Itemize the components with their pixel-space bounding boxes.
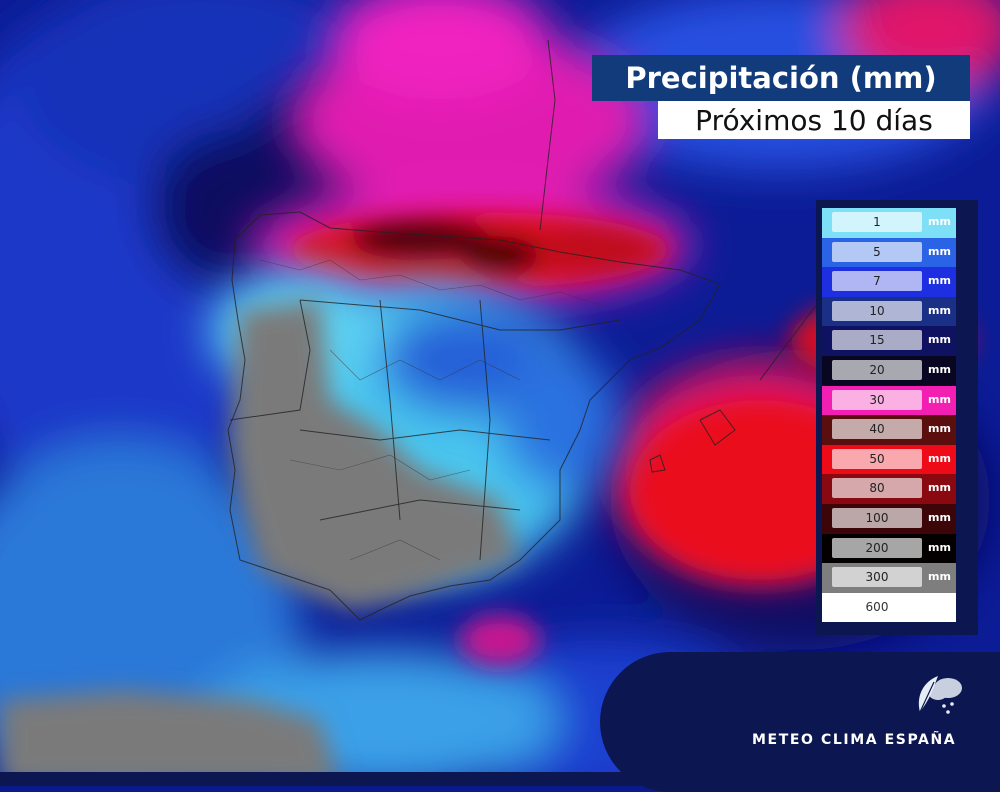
legend-unit: mm [928, 303, 951, 317]
brand-panel [600, 652, 1000, 792]
legend-item: 7 mm [822, 267, 972, 297]
legend-unit: mm [928, 362, 951, 376]
legend-unit: mm [928, 333, 951, 347]
legend-item: 30 mm [822, 385, 972, 416]
legend-item: 80 mm [822, 474, 972, 504]
legend-item: 600 [822, 592, 972, 623]
legend-item: 200 mm [822, 533, 972, 564]
legend-value: 5 [832, 241, 922, 262]
legend-unit: mm [928, 451, 951, 465]
legend-unit: mm [928, 510, 951, 524]
legend-unit: mm [928, 422, 951, 436]
legend-unit: mm [928, 570, 951, 584]
legend-item: 5 mm [822, 237, 972, 268]
brand-name: METEO CLIMA ESPAÑA [752, 732, 957, 748]
legend-unit: mm [928, 481, 951, 495]
legend-item: 15 mm [822, 326, 972, 356]
legend-value: 30 [832, 389, 922, 410]
legend-item: 10 mm [822, 296, 972, 327]
legend-value: 40 [832, 419, 922, 440]
legend-unit: mm [928, 540, 951, 554]
legend-item: 300 mm [822, 563, 972, 593]
legend-swatch [822, 592, 956, 623]
legend-value: 7 [832, 271, 922, 292]
map-title: Precipitación (mm) [592, 55, 970, 101]
legend-item: 100 mm [822, 503, 972, 534]
legend-value: 100 [832, 507, 922, 528]
legend-value: 20 [832, 359, 922, 380]
legend-item: 40 mm [822, 415, 972, 445]
legend-unit: mm [928, 244, 951, 258]
legend-item: 20 mm [822, 355, 972, 386]
legend-unit: mm [928, 392, 951, 406]
legend-value: 1 [832, 212, 922, 232]
legend-value: 10 [832, 300, 922, 321]
legend-item: 50 mm [822, 444, 972, 475]
legend-value: 50 [832, 448, 922, 469]
legend-value: 80 [832, 478, 922, 499]
legend-value: 15 [832, 330, 922, 351]
legend-value: 200 [832, 537, 922, 558]
legend-value: 600 [865, 599, 889, 614]
legend-unit: mm [928, 274, 951, 288]
weather-rain-icon [918, 676, 962, 714]
legend-value: 300 [832, 567, 922, 588]
bottom-bar [0, 772, 1000, 786]
legend-unit: mm [928, 215, 951, 228]
legend-item: 1 mm [822, 208, 972, 238]
map-subtitle: Próximos 10 días [658, 101, 970, 139]
precipitation-legend: 1 mm 5 mm 7 mm 10 mm 15 mm 20 mm 30 mm 40 mm 50 mm 80 mm 100… [816, 200, 978, 635]
